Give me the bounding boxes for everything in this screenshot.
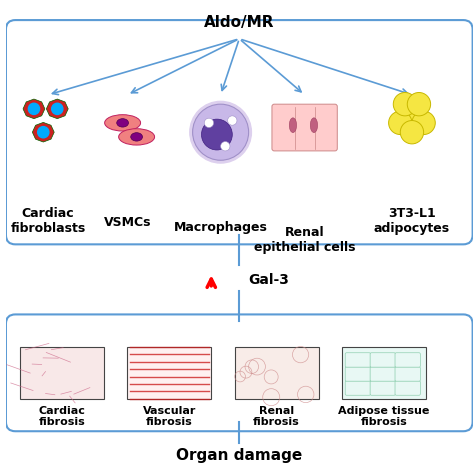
Ellipse shape: [310, 118, 318, 133]
Circle shape: [190, 102, 251, 163]
Circle shape: [228, 116, 237, 125]
Ellipse shape: [105, 115, 141, 131]
Circle shape: [220, 141, 230, 151]
Circle shape: [201, 119, 232, 150]
Text: 3T3-L1
adipocytes: 3T3-L1 adipocytes: [374, 207, 450, 235]
Circle shape: [28, 103, 39, 115]
Text: Cardiac
fibrosis: Cardiac fibrosis: [38, 406, 85, 427]
Ellipse shape: [131, 133, 143, 141]
Text: Renal
epithelial cells: Renal epithelial cells: [254, 226, 356, 254]
Circle shape: [400, 120, 424, 144]
Circle shape: [412, 111, 435, 134]
Circle shape: [407, 93, 430, 116]
Text: Aldo/MR: Aldo/MR: [204, 15, 274, 30]
Circle shape: [400, 100, 424, 123]
Text: Adipose tissue
fibrosis: Adipose tissue fibrosis: [338, 406, 429, 427]
Polygon shape: [32, 122, 54, 142]
Ellipse shape: [118, 129, 155, 145]
FancyBboxPatch shape: [395, 381, 420, 395]
Circle shape: [38, 126, 49, 138]
Circle shape: [204, 118, 214, 127]
FancyBboxPatch shape: [395, 353, 420, 367]
FancyBboxPatch shape: [272, 104, 337, 151]
Ellipse shape: [289, 118, 297, 133]
Text: Renal
fibrosis: Renal fibrosis: [253, 406, 300, 427]
Circle shape: [192, 104, 249, 160]
FancyBboxPatch shape: [370, 381, 395, 395]
Text: VSMCs: VSMCs: [103, 216, 151, 229]
FancyBboxPatch shape: [20, 347, 104, 399]
Polygon shape: [46, 99, 68, 118]
FancyBboxPatch shape: [235, 347, 319, 399]
FancyBboxPatch shape: [128, 347, 211, 399]
Text: Organ damage: Organ damage: [176, 448, 302, 463]
Circle shape: [52, 103, 63, 115]
FancyBboxPatch shape: [370, 367, 395, 381]
Circle shape: [393, 93, 417, 116]
Text: Cardiac
fibroblasts: Cardiac fibroblasts: [10, 207, 86, 235]
Polygon shape: [23, 99, 45, 118]
Ellipse shape: [117, 118, 128, 127]
Text: Macrophages: Macrophages: [173, 221, 267, 234]
Text: Gal-3: Gal-3: [249, 274, 290, 287]
FancyBboxPatch shape: [345, 367, 371, 381]
FancyBboxPatch shape: [370, 353, 395, 367]
FancyBboxPatch shape: [345, 353, 371, 367]
Circle shape: [389, 111, 412, 134]
FancyBboxPatch shape: [342, 347, 426, 399]
FancyBboxPatch shape: [395, 367, 420, 381]
Text: Vascular
fibrosis: Vascular fibrosis: [143, 406, 196, 427]
FancyBboxPatch shape: [345, 381, 371, 395]
